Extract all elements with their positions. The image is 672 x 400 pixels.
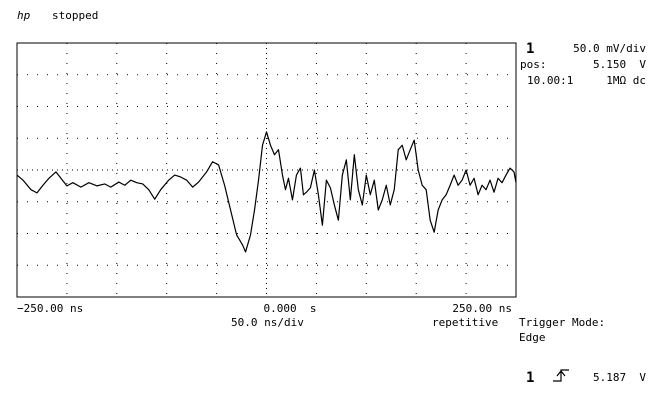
channel-scale: 50.0 mV/div: [573, 42, 646, 55]
trigger-mode: Edge: [519, 331, 546, 344]
waveform: [16, 131, 517, 253]
x-tick-label: −250.00 ns: [17, 302, 83, 315]
pos-label: pos:: [520, 58, 547, 71]
trigger-mode-label: Trigger Mode:: [519, 316, 605, 329]
probe-ratio: 10.00:1: [527, 74, 573, 87]
x-tick-label: 0.000 s: [264, 302, 317, 315]
channel-number: 1: [526, 41, 534, 57]
trigger-source: 1: [526, 370, 534, 386]
channel-pos: 5.150 V: [593, 58, 646, 71]
edge-icon: [553, 369, 569, 382]
trigger-level: 5.187 V: [593, 371, 646, 384]
run-status: stopped: [52, 9, 98, 22]
x-tick-label: 250.00 ns: [452, 302, 512, 315]
logo: hp: [17, 9, 31, 22]
acq-mode: repetitive: [432, 316, 498, 329]
timebase-scale: 50.0 ns/div: [231, 316, 304, 329]
coupling: 1MΩ dc: [606, 74, 646, 87]
